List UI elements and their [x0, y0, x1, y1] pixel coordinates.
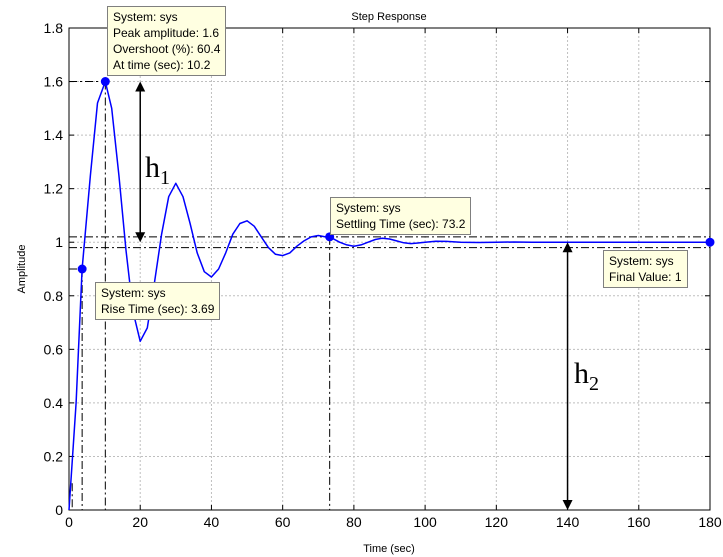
- h1-label: h1: [145, 151, 170, 189]
- h2-arrow-arrowhead: [562, 242, 573, 253]
- x-tick-label: 0: [65, 514, 73, 530]
- y-tick-label: 0.2: [44, 448, 64, 464]
- h1-arrow-arrowhead: [135, 81, 146, 92]
- datatip-line: At time (sec): 10.2: [113, 58, 211, 72]
- markers-layer: [77, 77, 715, 274]
- y-tick-label: 1: [55, 234, 63, 250]
- h2-label: h2: [574, 357, 599, 395]
- x-tick-label: 180: [698, 514, 722, 530]
- y-tick-label: 0.6: [44, 341, 64, 357]
- x-tick-label: 80: [346, 514, 362, 530]
- x-tick-label: 100: [413, 514, 437, 530]
- x-axis-label: Time (sec): [363, 543, 415, 555]
- datatip-final[interactable]: System: sys Final Value: 1: [603, 250, 688, 288]
- x-tick-label: 40: [204, 514, 220, 530]
- y-tick-label: 0.4: [44, 395, 64, 411]
- y-tick-label: 1.6: [44, 74, 64, 90]
- datatip-peak[interactable]: System: sys Peak amplitude: 1.6 Overshoo…: [107, 6, 227, 76]
- datatip-line: System: sys: [609, 254, 674, 268]
- datatip-line: System: sys: [101, 286, 166, 300]
- h2-label-main: h: [574, 357, 589, 390]
- x-tick-label: 60: [275, 514, 291, 530]
- y-tick-label: 0.8: [44, 288, 64, 304]
- x-tick-label: 120: [485, 514, 509, 530]
- datatip-line: Rise Time (sec): 3.69: [101, 302, 215, 316]
- datatip-line: Peak amplitude: 1.6: [113, 26, 220, 40]
- h2-label-subscript: 2: [589, 373, 599, 395]
- x-tick-label: 160: [627, 514, 651, 530]
- y-tick-label: 0: [55, 502, 63, 518]
- y-tick-label: 1.4: [44, 127, 64, 143]
- y-tick-label: 1.2: [44, 181, 64, 197]
- datatip-line: System: sys: [113, 10, 178, 24]
- h1-arrow-arrowhead: [135, 232, 146, 243]
- y-axis-label: Amplitude: [16, 245, 28, 294]
- datatip-settling[interactable]: System: sys Settling Time (sec): 73.2: [330, 197, 472, 235]
- datatip-line: Settling Time (sec): 73.2: [336, 217, 466, 231]
- datatip-marker: [77, 264, 87, 274]
- h1-label-subscript: 1: [160, 167, 170, 189]
- datatip-marker: [100, 77, 110, 87]
- datatip-rise[interactable]: System: sys Rise Time (sec): 3.69: [95, 282, 221, 320]
- h2-arrow-arrowhead: [562, 500, 573, 510]
- step-response-line: [68, 80, 710, 511]
- axis-ticks: 0 20 40 60 80 100 120 140 160 180 0 0.2 0.4 0.6 0.8 1 1.…: [44, 20, 722, 530]
- h1-label-main: h: [145, 151, 160, 184]
- x-tick-label: 140: [556, 514, 580, 530]
- x-tick-label: 20: [132, 514, 148, 530]
- y-tick-label: 1.8: [44, 20, 64, 36]
- datatip-marker: [705, 237, 715, 247]
- series-layer: [68, 80, 710, 511]
- datatip-line: Overshoot (%): 60.4: [113, 42, 221, 56]
- datatip-line: System: sys: [336, 201, 401, 215]
- datatip-line: Final Value: 1: [609, 270, 682, 284]
- chart-title: Step Response: [351, 11, 426, 23]
